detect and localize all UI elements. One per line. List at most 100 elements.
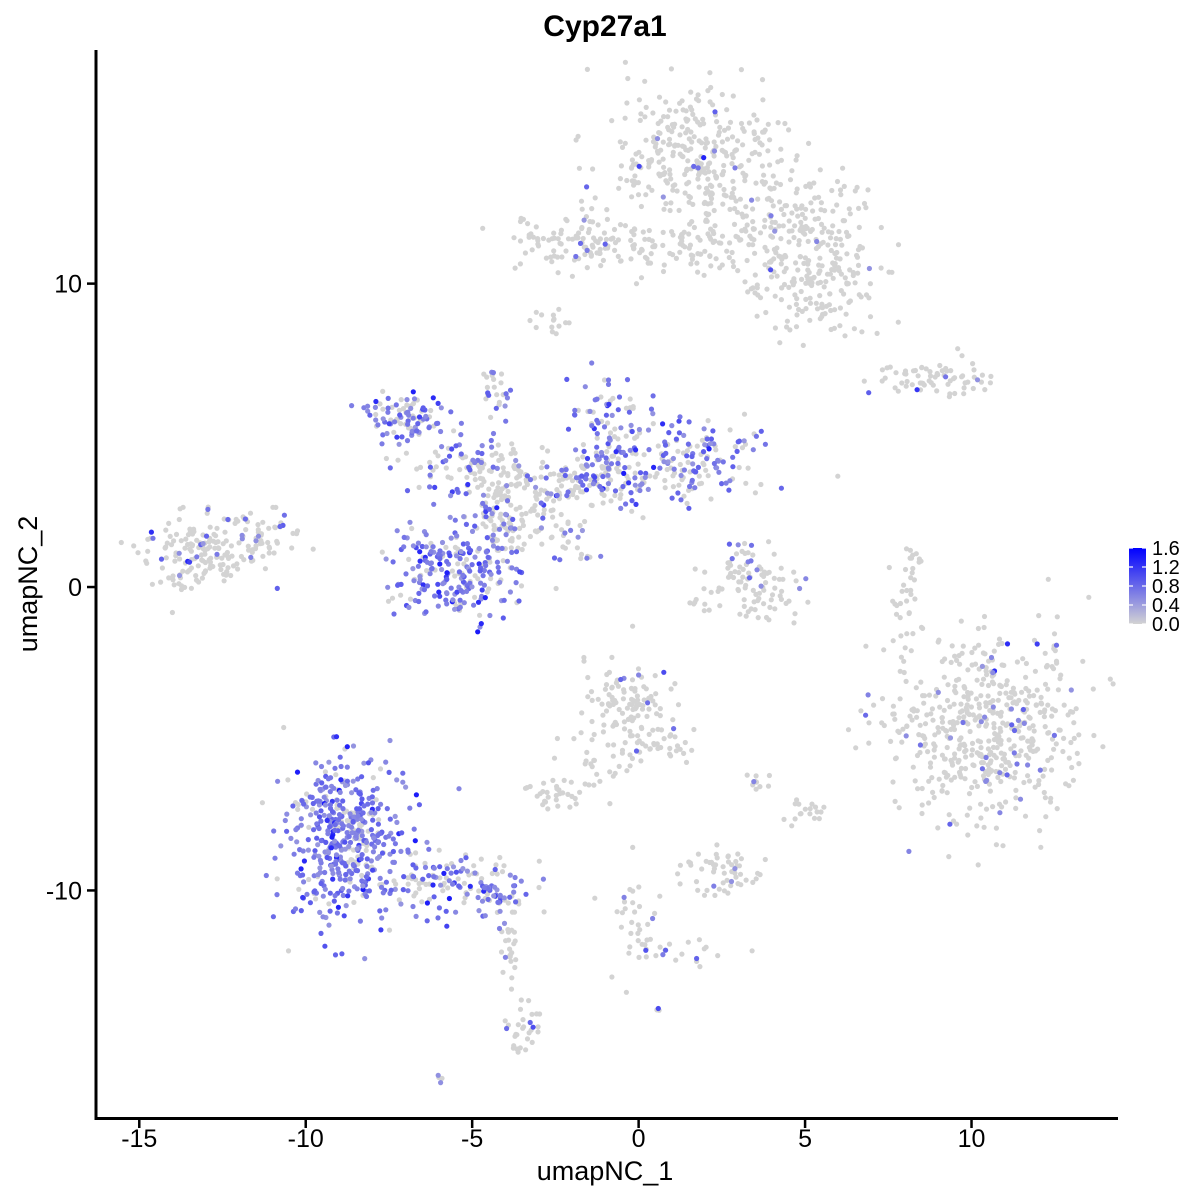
data-point xyxy=(786,284,792,290)
data-point xyxy=(578,555,584,562)
data-point xyxy=(498,496,505,503)
data-point xyxy=(417,549,423,555)
data-point xyxy=(657,713,663,719)
data-point xyxy=(703,467,709,473)
data-point xyxy=(380,388,386,394)
data-point xyxy=(398,397,404,403)
data-point xyxy=(1007,762,1013,769)
data-point xyxy=(284,828,290,834)
data-point xyxy=(437,875,443,881)
data-point xyxy=(717,182,723,188)
data-point xyxy=(158,556,165,562)
data-point xyxy=(594,771,600,777)
data-point xyxy=(630,706,636,713)
data-point xyxy=(711,139,717,145)
data-point xyxy=(374,786,380,792)
data-point xyxy=(685,441,692,447)
data-point xyxy=(968,704,975,710)
data-point xyxy=(341,913,347,919)
data-point xyxy=(513,957,519,963)
data-point xyxy=(753,433,760,439)
data-point xyxy=(818,200,825,206)
data-point xyxy=(974,377,981,383)
data-point xyxy=(337,843,343,849)
data-point xyxy=(670,149,676,155)
data-point xyxy=(982,387,988,393)
data-point xyxy=(274,538,280,544)
data-point xyxy=(450,597,456,603)
data-point xyxy=(606,401,612,407)
data-point xyxy=(472,513,478,519)
data-point xyxy=(329,809,336,815)
data-point xyxy=(650,393,656,399)
data-point xyxy=(407,596,414,602)
data-point xyxy=(337,854,343,860)
data-point xyxy=(322,784,329,790)
data-point xyxy=(754,567,760,573)
data-point xyxy=(605,481,612,487)
data-point xyxy=(791,569,797,575)
data-point xyxy=(301,858,307,864)
data-point xyxy=(807,300,814,306)
data-point xyxy=(207,524,213,530)
data-point xyxy=(580,482,586,488)
data-point xyxy=(194,537,200,543)
data-point xyxy=(842,275,848,281)
data-point xyxy=(665,124,671,130)
data-point xyxy=(277,523,283,530)
data-point xyxy=(1004,678,1010,684)
data-point xyxy=(503,511,509,517)
data-point xyxy=(764,196,771,202)
data-point xyxy=(411,578,417,584)
data-point xyxy=(483,562,489,569)
data-point xyxy=(580,235,586,242)
data-point xyxy=(632,475,638,481)
data-point xyxy=(956,746,962,752)
data-point xyxy=(607,801,613,807)
data-point xyxy=(711,883,717,889)
data-point xyxy=(479,898,486,904)
data-point xyxy=(591,731,597,738)
data-point xyxy=(608,236,614,242)
data-point xyxy=(711,148,718,154)
data-point xyxy=(1068,709,1074,715)
data-point xyxy=(643,192,649,198)
data-point xyxy=(595,420,601,426)
data-point xyxy=(495,485,501,491)
data-point xyxy=(604,216,611,222)
data-point xyxy=(468,547,474,554)
data-point xyxy=(342,782,349,789)
data-point xyxy=(370,867,376,873)
data-point xyxy=(504,395,510,401)
data-point xyxy=(206,539,212,545)
data-point xyxy=(448,585,454,591)
data-point xyxy=(807,811,813,817)
data-point xyxy=(918,679,924,685)
data-point xyxy=(395,457,401,463)
data-point xyxy=(629,498,635,504)
data-point xyxy=(259,800,265,806)
data-point xyxy=(469,528,476,535)
data-point xyxy=(899,380,905,386)
data-point xyxy=(317,865,323,871)
data-point xyxy=(308,812,314,818)
data-point xyxy=(332,765,338,771)
data-point xyxy=(597,246,603,252)
data-point xyxy=(384,806,390,812)
data-point xyxy=(521,485,528,491)
data-point xyxy=(600,712,606,718)
data-point xyxy=(475,599,482,605)
data-point xyxy=(935,689,941,696)
data-point xyxy=(555,803,561,809)
data-point xyxy=(863,712,869,718)
data-point xyxy=(901,582,907,588)
data-point xyxy=(712,109,718,115)
data-point xyxy=(748,558,754,564)
data-point xyxy=(752,607,758,613)
data-point xyxy=(926,692,933,698)
data-point xyxy=(971,367,977,373)
data-point xyxy=(739,548,745,555)
data-point xyxy=(437,864,443,870)
data-point xyxy=(454,533,460,539)
data-point xyxy=(344,830,350,836)
